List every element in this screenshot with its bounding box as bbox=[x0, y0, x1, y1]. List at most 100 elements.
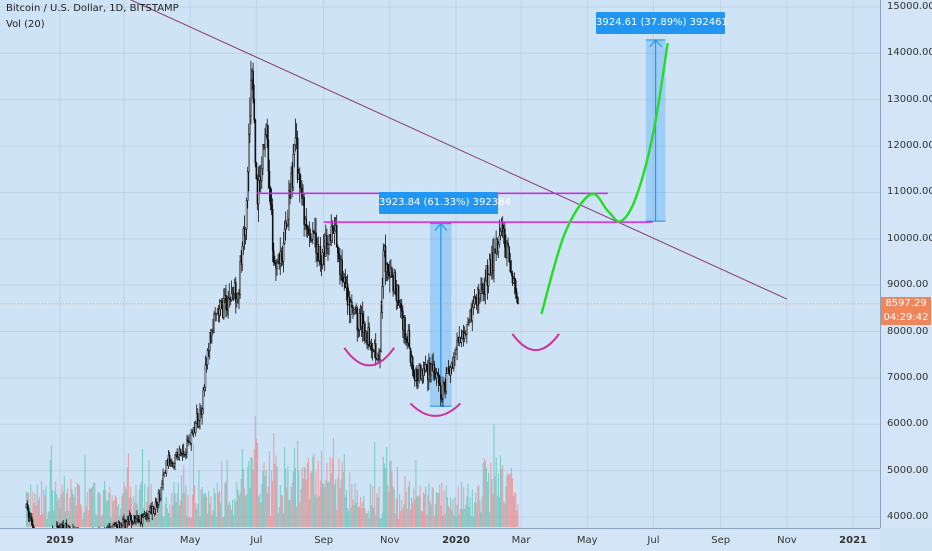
candle-body bbox=[160, 488, 161, 499]
volume-bar bbox=[484, 458, 485, 527]
volume-bar bbox=[422, 511, 423, 527]
volume-bar bbox=[499, 497, 500, 527]
y-tick-label: 5000.00 bbox=[887, 465, 928, 476]
volume-bar bbox=[81, 506, 82, 527]
volume-bar bbox=[297, 441, 298, 527]
measure-label-1[interactable]: 3923.84 (61.33%) 392384 bbox=[379, 192, 498, 214]
candle-body bbox=[461, 338, 462, 342]
volume-bar bbox=[147, 487, 148, 527]
volume-bar bbox=[428, 483, 429, 527]
volume-bar bbox=[179, 505, 180, 527]
volume-bar bbox=[244, 488, 245, 527]
candle-body bbox=[185, 452, 186, 454]
candle-body bbox=[509, 247, 510, 262]
volume-bar bbox=[408, 487, 409, 527]
volume-bar bbox=[381, 518, 382, 527]
volume-bar bbox=[416, 496, 417, 527]
candle-body bbox=[295, 138, 296, 145]
volume-bar bbox=[456, 517, 457, 527]
volume-bar bbox=[407, 509, 408, 527]
candle-body bbox=[142, 517, 143, 524]
volume-bar bbox=[363, 496, 364, 527]
volume-bar bbox=[497, 495, 498, 527]
volume-bar bbox=[192, 495, 193, 527]
volume-bar bbox=[377, 498, 378, 527]
volume-bar bbox=[394, 489, 395, 527]
volume-bar bbox=[212, 510, 213, 527]
volume-bar bbox=[419, 496, 420, 527]
volume-bar bbox=[284, 447, 285, 527]
volume-bar bbox=[482, 496, 483, 527]
volume-bar bbox=[368, 511, 369, 527]
x-tick-label: Jul bbox=[647, 535, 659, 546]
candle-body bbox=[354, 310, 355, 313]
x-tick-label: Mar bbox=[512, 535, 531, 546]
volume-bar bbox=[194, 485, 195, 527]
volume-bar bbox=[312, 457, 313, 527]
volume-bar bbox=[301, 468, 302, 527]
volume-bar bbox=[448, 506, 449, 527]
candle-body bbox=[383, 251, 384, 287]
candle-body bbox=[418, 381, 419, 386]
volume-bar bbox=[434, 516, 435, 527]
candle-body bbox=[453, 357, 454, 368]
volume-bar bbox=[452, 500, 453, 527]
volume-bar bbox=[83, 512, 84, 527]
candle-body bbox=[214, 314, 215, 332]
volume-bar bbox=[369, 518, 370, 527]
plot-area[interactable]: Bitcoin / U.S. Dollar, 1D, BITSTAMP Vol … bbox=[0, 0, 880, 528]
volume-bar bbox=[516, 511, 517, 527]
volume-bar bbox=[324, 487, 325, 527]
volume-bar bbox=[491, 479, 492, 527]
volume-bar bbox=[258, 496, 259, 527]
volume-bar bbox=[300, 489, 301, 527]
volume-bar bbox=[276, 467, 277, 527]
candle-body bbox=[498, 244, 499, 252]
candle-body bbox=[242, 246, 243, 265]
candle-body bbox=[146, 513, 147, 515]
candle-body bbox=[31, 517, 32, 524]
volume-bar bbox=[512, 478, 513, 527]
candle-body bbox=[281, 252, 282, 258]
candle-body bbox=[248, 134, 249, 172]
measure-label-2[interactable]: 3924.61 (37.89%) 392461 bbox=[596, 12, 725, 34]
volume-bar bbox=[94, 483, 95, 527]
candle-body bbox=[27, 504, 28, 508]
candle-body bbox=[371, 344, 372, 349]
volume-bar bbox=[337, 477, 338, 527]
volume-bar bbox=[343, 472, 344, 527]
volume-bar bbox=[509, 475, 510, 527]
volume-bar bbox=[176, 502, 177, 527]
volume-bar bbox=[110, 517, 111, 527]
volume-bar bbox=[319, 496, 320, 527]
volume-bar bbox=[458, 487, 459, 527]
volume-bar bbox=[254, 450, 255, 527]
volume-bar bbox=[246, 494, 247, 527]
volume-bar bbox=[266, 470, 267, 527]
candle-body bbox=[409, 331, 410, 348]
volume-bar bbox=[230, 506, 231, 527]
volume-bar bbox=[390, 460, 391, 527]
volume-bar bbox=[442, 515, 443, 527]
volume-bar bbox=[216, 517, 217, 527]
volume-bar bbox=[171, 493, 172, 527]
volume-bar bbox=[340, 479, 341, 527]
volume-bar bbox=[203, 494, 204, 527]
candle-body bbox=[434, 365, 435, 373]
volume-bar bbox=[75, 487, 76, 527]
volume-bar bbox=[486, 468, 487, 527]
candle-body bbox=[388, 272, 389, 275]
candle-body bbox=[173, 463, 174, 466]
candle-body bbox=[369, 328, 370, 346]
candle-body bbox=[331, 226, 332, 240]
volume-bar bbox=[415, 460, 416, 527]
volume-bar bbox=[78, 484, 79, 527]
volume-bar bbox=[472, 490, 473, 527]
volume-bar bbox=[237, 490, 238, 527]
candle-body bbox=[382, 286, 383, 312]
candle-body bbox=[438, 374, 439, 383]
volume-bar bbox=[359, 506, 360, 527]
